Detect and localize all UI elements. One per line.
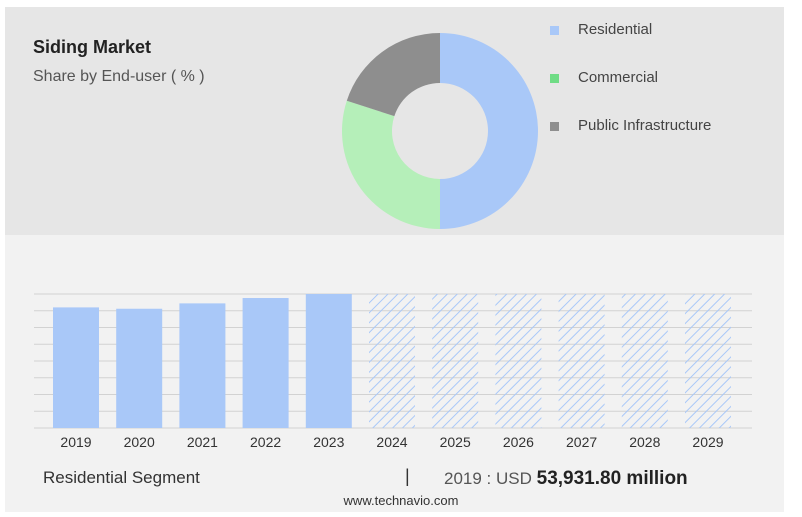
bar-2020 bbox=[116, 308, 163, 428]
bar-2019 bbox=[53, 307, 99, 428]
x-tick-label-2029: 2029 bbox=[692, 434, 723, 450]
segment-label: Residential Segment bbox=[43, 468, 200, 487]
bar-2023 bbox=[305, 294, 352, 428]
x-tick-label-2019: 2019 bbox=[60, 434, 91, 450]
forecast-bar-2028 bbox=[621, 294, 668, 428]
x-tick-label-2022: 2022 bbox=[250, 434, 281, 450]
segment-value: 2019 : USD 53,931.80 million bbox=[444, 468, 688, 490]
x-tick-label-2024: 2024 bbox=[376, 434, 407, 450]
x-tick-label-2025: 2025 bbox=[440, 434, 471, 450]
x-tick-label-2020: 2020 bbox=[124, 434, 155, 450]
legend-swatch-commercial bbox=[550, 74, 559, 83]
legend-label-public-infrastructure: Public Infrastructure bbox=[578, 117, 712, 134]
forecast-bar-2025 bbox=[432, 294, 479, 428]
x-tick-label-2027: 2027 bbox=[566, 434, 597, 450]
legend-label-residential: Residential bbox=[578, 21, 653, 38]
footer-divider: | bbox=[405, 466, 410, 486]
chart-subtitle: Share by End-user ( % ) bbox=[33, 68, 205, 85]
x-tick-label-2026: 2026 bbox=[503, 434, 534, 450]
bar-2022 bbox=[242, 298, 289, 428]
value-prefix: 2019 : USD bbox=[444, 469, 532, 488]
donut-chart bbox=[342, 33, 538, 229]
legend-swatch-residential bbox=[550, 26, 559, 35]
forecast-bar-2029 bbox=[685, 294, 731, 428]
x-tick-label-2021: 2021 bbox=[187, 434, 218, 450]
donut-slice-public-infrastructure bbox=[346, 33, 440, 117]
forecast-bar-2024 bbox=[369, 294, 415, 428]
forecast-bar-2026 bbox=[495, 294, 542, 428]
donut-slice-residential bbox=[440, 33, 538, 229]
source-link[interactable]: www.technavio.com bbox=[343, 493, 459, 508]
x-tick-label-2028: 2028 bbox=[629, 434, 660, 450]
legend-swatch-public-infrastructure bbox=[550, 122, 559, 131]
value-amount: 53,931.80 million bbox=[536, 468, 688, 489]
donut-slice-commercial bbox=[342, 100, 440, 229]
forecast-bar-2027 bbox=[558, 294, 605, 428]
chart-title: Siding Market bbox=[33, 37, 152, 57]
x-tick-label-2023: 2023 bbox=[313, 434, 344, 450]
legend-label-commercial: Commercial bbox=[578, 69, 659, 86]
bar-chart: 2019 2020 2021 2022 2023 2024 2025 2026 2027 2028… bbox=[34, 293, 752, 450]
bar-2021 bbox=[179, 303, 226, 428]
